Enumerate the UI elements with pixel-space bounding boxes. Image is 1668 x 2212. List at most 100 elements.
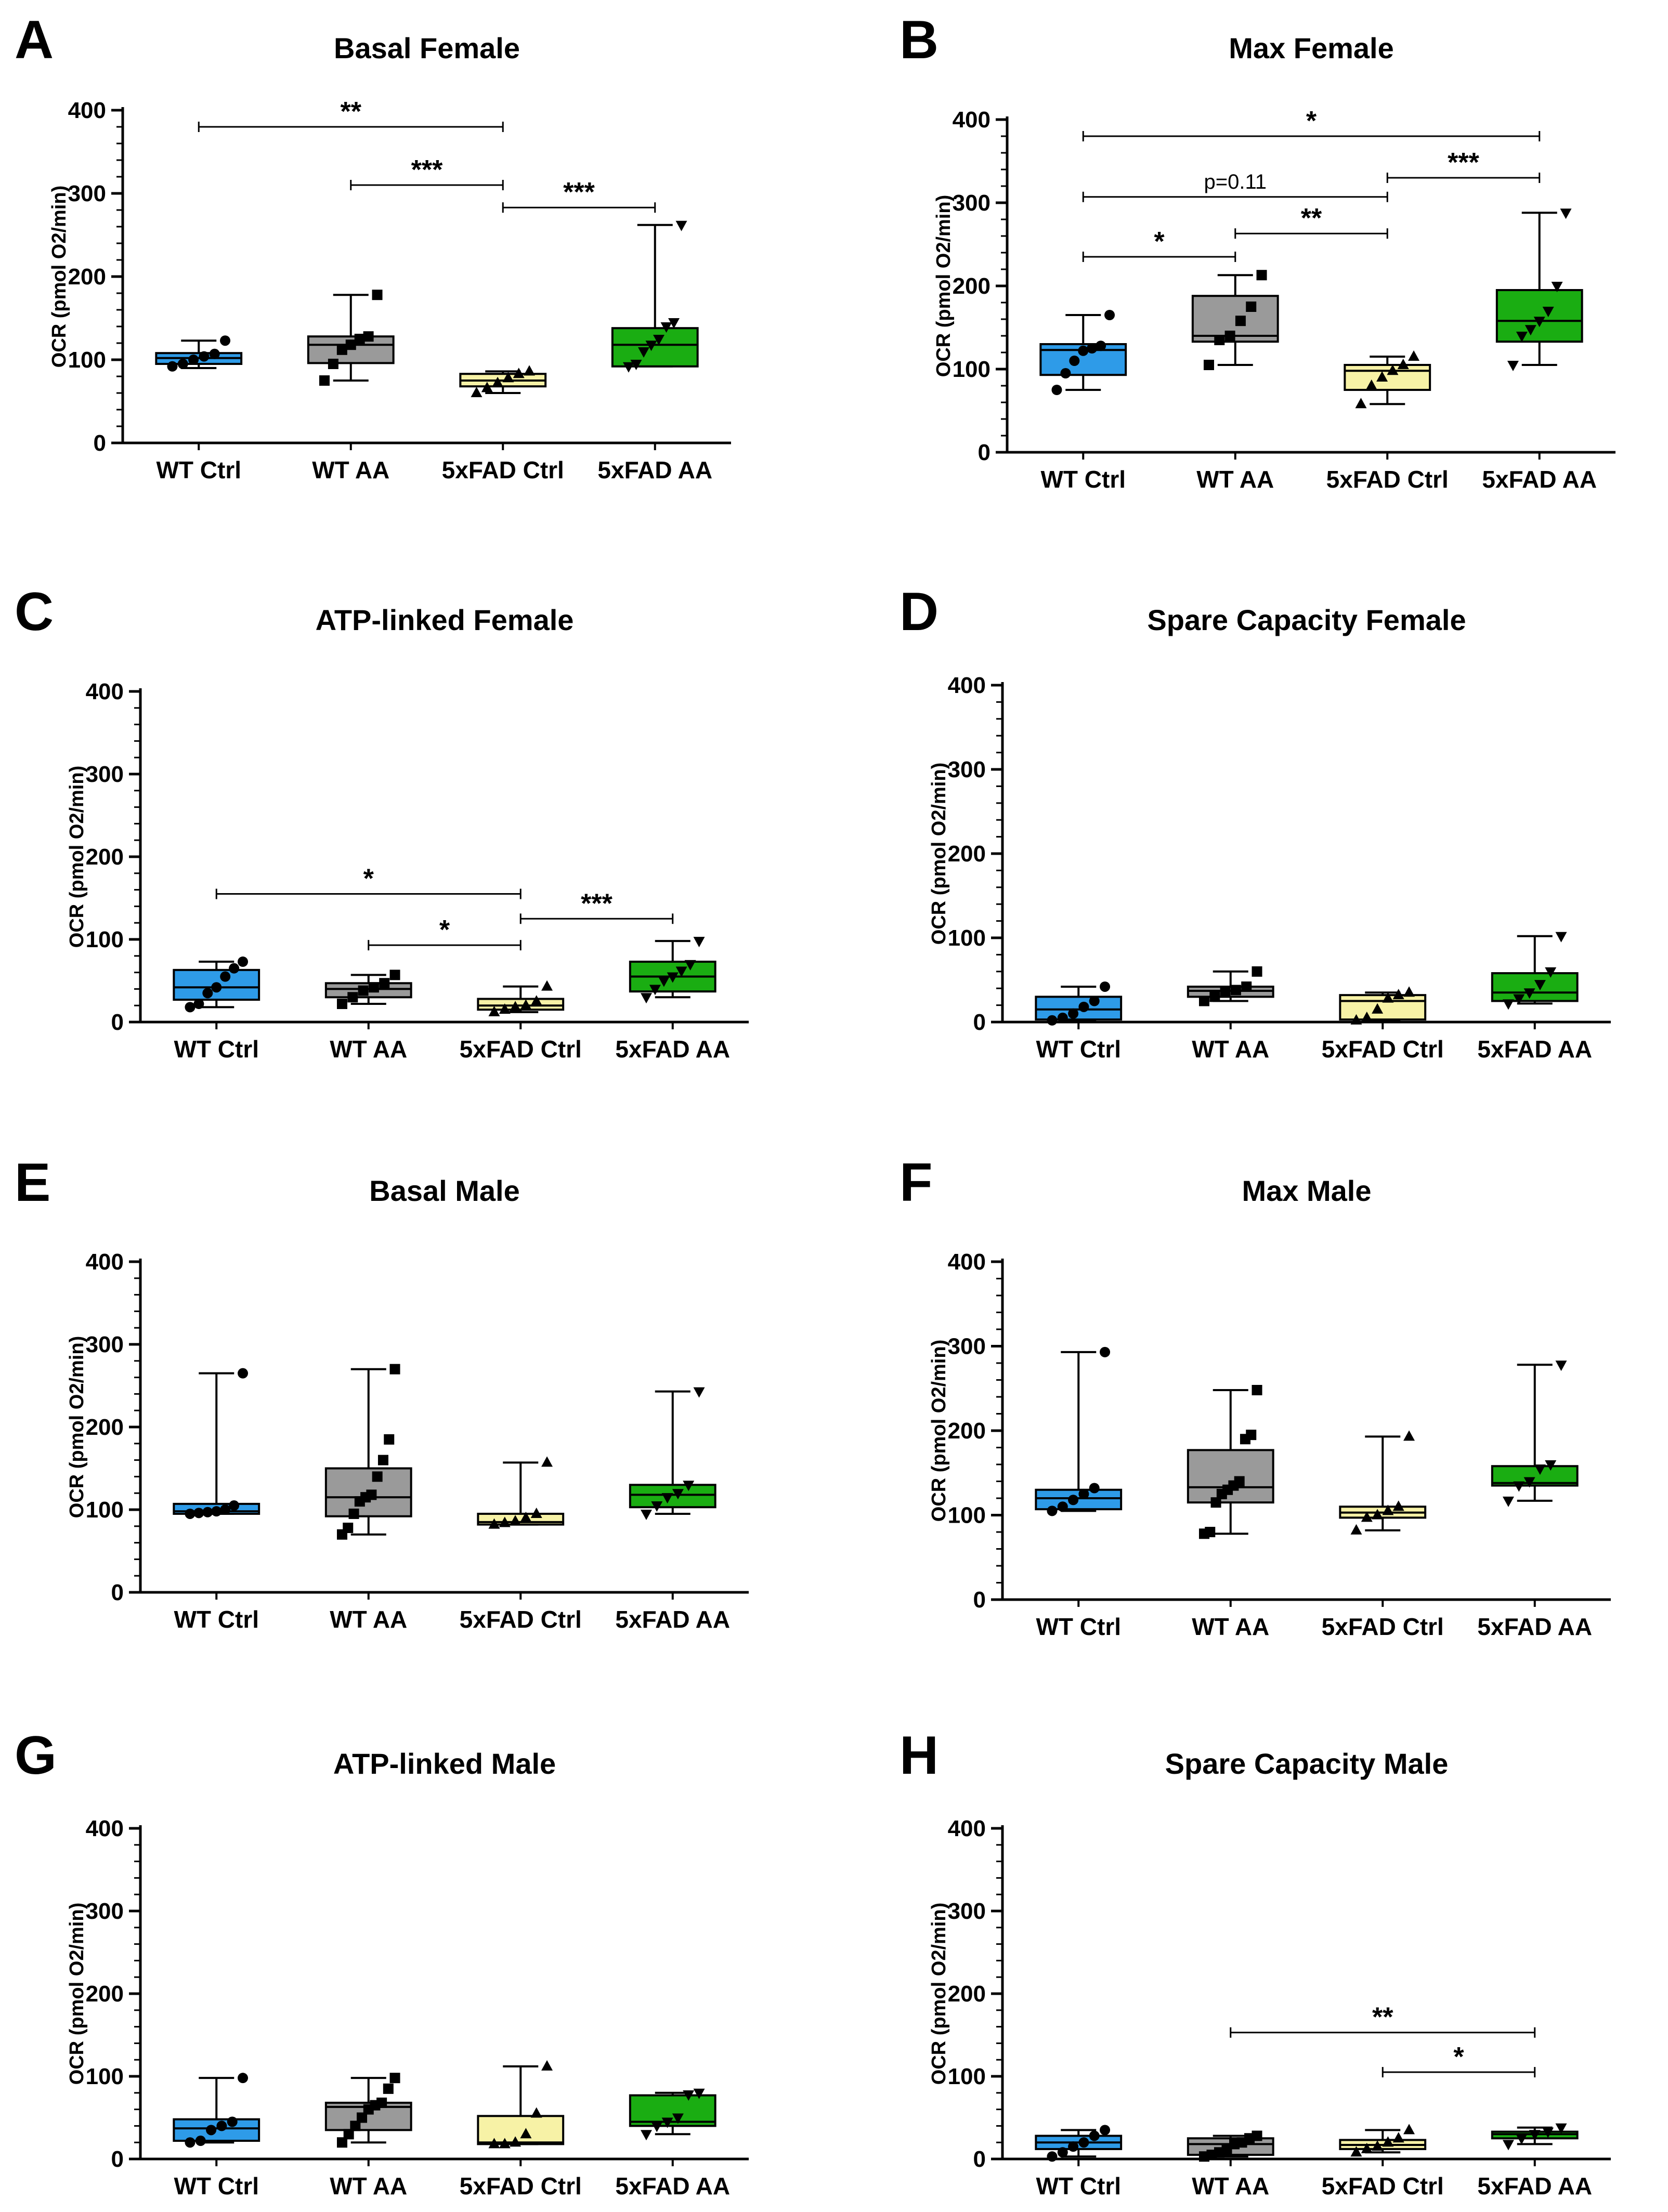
significance-bracket: ** bbox=[1234, 203, 1388, 239]
box-2 bbox=[1339, 2124, 1427, 2157]
data-point bbox=[672, 1489, 684, 1500]
significance-label: *** bbox=[411, 155, 443, 185]
data-point bbox=[211, 982, 222, 993]
panel-title: ATP-linked Male bbox=[333, 1747, 556, 1780]
x-tick-label: WT AA bbox=[1196, 466, 1274, 493]
data-point bbox=[193, 999, 204, 1010]
x-tick-label: WT Ctrl bbox=[1036, 1613, 1121, 1640]
panel-letter: F bbox=[900, 1153, 933, 1213]
y-axis-label: OCR (pmol O2/min) bbox=[928, 763, 950, 945]
data-point bbox=[363, 331, 374, 342]
data-point bbox=[357, 2112, 368, 2123]
y-tick-label: 200 bbox=[948, 1981, 986, 2007]
data-point bbox=[1555, 1360, 1567, 1371]
panel-title: Max Female bbox=[1229, 32, 1394, 64]
panel-letter: A bbox=[15, 10, 54, 70]
x-tick-label: 5xFAD AA bbox=[615, 1036, 730, 1063]
data-point bbox=[389, 2073, 400, 2084]
data-point bbox=[1350, 1524, 1362, 1535]
data-point bbox=[372, 1471, 383, 1482]
y-tick-label: 300 bbox=[948, 1334, 986, 1359]
data-point bbox=[377, 1455, 388, 1465]
y-tick-label: 200 bbox=[948, 841, 986, 867]
data-point bbox=[510, 1001, 522, 1012]
y-tick-label: 400 bbox=[86, 1816, 124, 1841]
panel-a: A Basal Female 0 100 200 300 400 OCR (pmol O2/m… bbox=[15, 10, 731, 483]
data-point bbox=[1234, 1476, 1245, 1487]
data-point bbox=[1246, 1430, 1257, 1441]
data-point bbox=[220, 1504, 231, 1515]
significance-bracket: ** bbox=[1230, 2002, 1536, 2038]
data-point bbox=[1350, 2146, 1362, 2157]
data-point bbox=[350, 2121, 361, 2131]
box-0 bbox=[173, 2073, 260, 2148]
x-tick-label: WT AA bbox=[330, 2172, 407, 2200]
data-point bbox=[1372, 2140, 1384, 2151]
y-axis-label: OCR (pmol O2/min) bbox=[48, 186, 70, 368]
data-point bbox=[1545, 1460, 1557, 1471]
data-point bbox=[384, 1434, 395, 1445]
data-point bbox=[211, 1506, 222, 1517]
significance-label: p=0.11 bbox=[1204, 171, 1267, 193]
x-tick-label: 5xFAD AA bbox=[1477, 1036, 1592, 1063]
data-point bbox=[220, 335, 231, 346]
box-0 bbox=[173, 1368, 260, 1519]
y-tick-label: 400 bbox=[86, 679, 124, 704]
data-point bbox=[1047, 1015, 1058, 1026]
box-1 bbox=[324, 970, 412, 1010]
data-point bbox=[502, 372, 514, 383]
significance-bracket: *** bbox=[519, 888, 674, 924]
box-3 bbox=[1491, 932, 1579, 1010]
y-tick-label: 300 bbox=[948, 757, 986, 782]
data-point bbox=[1382, 992, 1394, 1003]
data-point bbox=[1545, 967, 1557, 978]
data-point bbox=[637, 347, 649, 358]
panel-g: G ATP-linked Male 0 100 200 300 400 OCR (pmol O… bbox=[15, 1725, 749, 2200]
data-point bbox=[376, 2097, 387, 2108]
y-tick-label: 400 bbox=[68, 98, 106, 123]
significance-bracket: p=0.11 bbox=[1082, 171, 1388, 202]
data-point bbox=[1516, 2134, 1528, 2145]
x-tick-label: 5xFAD AA bbox=[1477, 2172, 1592, 2200]
y-axis-label: OCR (pmol O2/min) bbox=[66, 1903, 88, 2085]
y-tick-label: 0 bbox=[94, 430, 106, 456]
significance-bracket: * bbox=[215, 864, 522, 899]
data-point bbox=[1060, 368, 1071, 378]
significance-bracket: *** bbox=[350, 155, 504, 190]
data-point bbox=[630, 360, 642, 370]
data-point bbox=[1365, 379, 1377, 390]
data-point bbox=[1403, 1430, 1415, 1441]
data-point bbox=[693, 937, 705, 948]
data-point bbox=[1087, 343, 1098, 354]
x-tick-label: WT Ctrl bbox=[174, 1606, 259, 1633]
data-point bbox=[499, 2138, 511, 2149]
data-point bbox=[1534, 980, 1546, 991]
data-point bbox=[202, 988, 213, 999]
panel-h: H Spare Capacity Male 0 100 200 300 400 OCR (pm… bbox=[900, 1725, 1611, 2200]
data-point bbox=[541, 1456, 553, 1467]
data-point bbox=[1078, 1488, 1089, 1499]
data-point bbox=[520, 2128, 532, 2139]
x-tick-label: WT Ctrl bbox=[1036, 2172, 1121, 2200]
data-point bbox=[1252, 2130, 1262, 2141]
data-point bbox=[683, 2090, 695, 2101]
x-tick-label: WT Ctrl bbox=[1036, 1036, 1121, 1063]
panel-f: F Max Male 0 100 200 300 400 OCR (pmol O2/min) W… bbox=[900, 1153, 1611, 1640]
panel-letter: C bbox=[15, 582, 54, 642]
box-1 bbox=[324, 2073, 412, 2148]
data-point bbox=[345, 339, 356, 350]
x-tick-label: 5xFAD AA bbox=[615, 1606, 730, 1633]
data-point bbox=[379, 978, 390, 989]
data-point bbox=[1502, 999, 1514, 1010]
data-point bbox=[1209, 991, 1220, 1002]
box-iqr bbox=[1495, 289, 1583, 343]
x-tick-label: 5xFAD Ctrl bbox=[1322, 1613, 1444, 1640]
significance-label: ** bbox=[1301, 203, 1322, 233]
data-point bbox=[660, 322, 672, 333]
data-point bbox=[167, 361, 178, 372]
data-point bbox=[488, 2138, 500, 2149]
box-3 bbox=[629, 1387, 716, 1520]
box-iqr bbox=[477, 2115, 565, 2145]
box-iqr bbox=[1491, 972, 1579, 1002]
data-point bbox=[227, 2116, 238, 2127]
